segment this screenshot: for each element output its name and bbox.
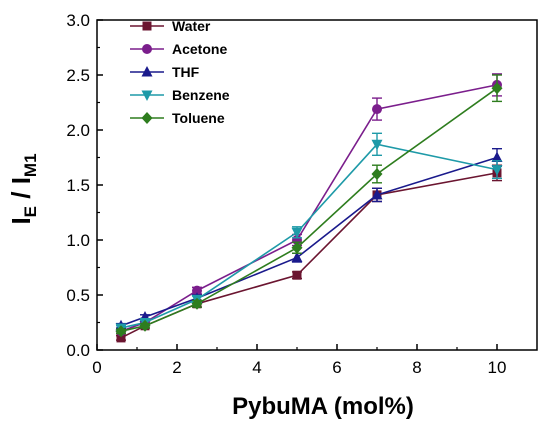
legend-label: Water [172, 18, 211, 34]
data-point-toluene [139, 319, 151, 332]
y-tick-label: 1.0 [66, 231, 90, 250]
data-point-toluene [115, 325, 127, 338]
y-axis-title: IE / IM1 [6, 153, 40, 224]
y-tick-label: 0.0 [66, 341, 90, 360]
y-axis-title-sep: / I [6, 177, 36, 206]
series-toluene [115, 74, 503, 338]
series-water [116, 164, 502, 343]
data-point-toluene [371, 168, 383, 180]
data-point-acetone [192, 285, 202, 296]
y-tick-label: 2.0 [66, 121, 90, 140]
x-tick-label: 0 [92, 358, 101, 377]
plot-frame [96, 19, 538, 351]
legend-marker [141, 66, 153, 77]
legend: Water Acetone THF Benzene Toluene [130, 18, 230, 126]
y-axis-title-sub-e: E [21, 206, 40, 217]
x-tick-label: 2 [172, 358, 181, 377]
data-point-thf [491, 151, 503, 162]
data-point-thf [291, 251, 303, 263]
legend-marker [142, 21, 152, 31]
data-point-benzene [371, 139, 383, 151]
y-axis-title-sub-m: M1 [21, 153, 40, 177]
data-point-toluene [291, 241, 303, 254]
legend-item-thf: THF [130, 64, 200, 80]
data-point-acetone [372, 104, 382, 115]
data-point-benzene [491, 165, 503, 176]
series-line-water [120, 172, 498, 339]
y-axis-title-main: I [6, 217, 36, 224]
series-layer [115, 73, 503, 343]
legend-item-toluene: Toluene [130, 110, 225, 126]
legend-item-acetone: Acetone [130, 41, 227, 57]
legend-marker [141, 90, 153, 101]
y-axis: 0.0 0.5 1.0 1.5 2.0 2.5 3.0 [66, 11, 103, 360]
series-benzene [115, 132, 503, 334]
data-point-water [116, 333, 126, 343]
legend-marker [141, 112, 153, 124]
data-point-benzene [291, 227, 303, 239]
data-point-toluene [191, 297, 203, 310]
data-point-thf [371, 188, 383, 200]
y-tick-label: 2.5 [66, 66, 90, 85]
data-point-water [292, 270, 302, 280]
legend-item-benzene: Benzene [130, 87, 230, 103]
legend-item-water: Water [130, 18, 211, 34]
legend-label: Benzene [172, 87, 230, 103]
x-tick-label: 6 [332, 358, 341, 377]
x-tick-label: 10 [488, 358, 507, 377]
x-axis-title: PybuMA (mol%) [232, 393, 414, 420]
legend-label: THF [172, 64, 200, 80]
series-thf [115, 147, 503, 331]
legend-label: Acetone [172, 41, 227, 57]
y-tick-label: 3.0 [66, 11, 90, 30]
data-point-toluene [491, 82, 503, 95]
legend-label: Toluene [172, 110, 225, 126]
y-tick-label: 0.5 [66, 286, 90, 305]
legend-marker [142, 44, 152, 54]
plot-area: 0 2 4 6 8 10 0.0 0.5 1.0 1.5 2.0 2.5 3.0 [66, 11, 538, 377]
y-tick-label: 1.5 [66, 176, 90, 195]
x-tick-label: 8 [412, 358, 421, 377]
x-axis: 0 2 4 6 8 10 [92, 344, 506, 377]
x-tick-label: 4 [252, 358, 261, 377]
